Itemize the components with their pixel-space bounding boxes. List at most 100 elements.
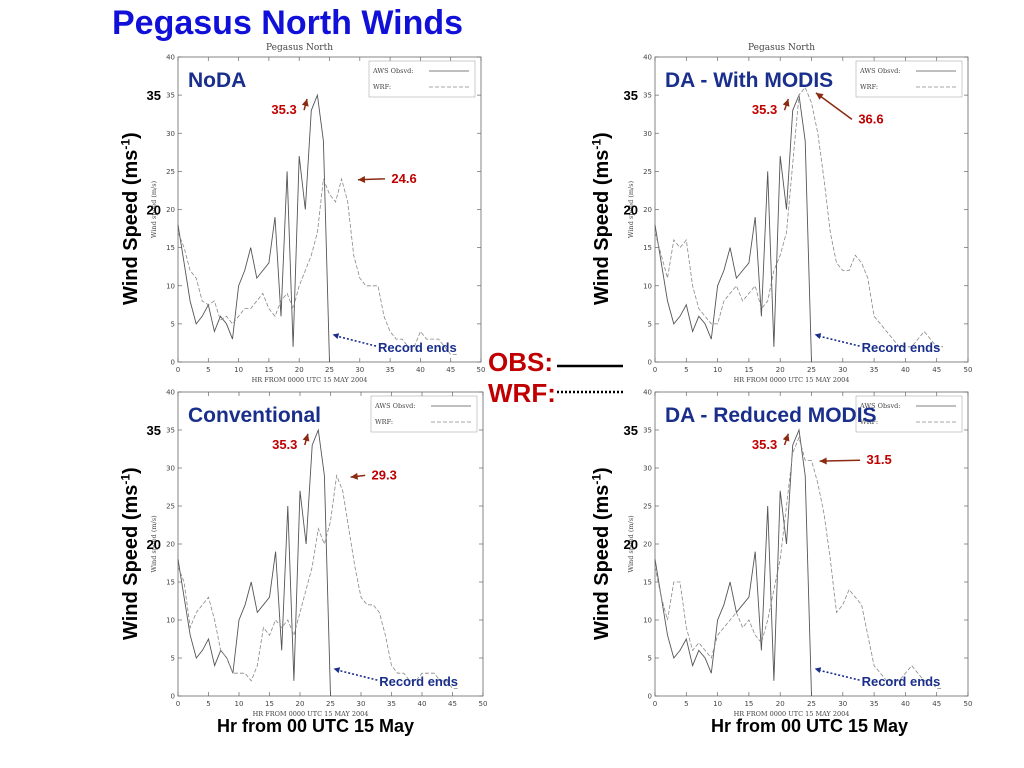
record-ends-arrow — [337, 669, 378, 681]
y-tick-label: 5 — [648, 655, 652, 663]
x-tick-label: 45 — [448, 700, 457, 708]
y-tick-label: 10 — [643, 282, 652, 290]
record-ends-label: Record ends — [862, 340, 941, 355]
record-ends-arrow — [336, 335, 377, 347]
y-tick-label: 0 — [648, 693, 652, 701]
highlight-tick-label: 20 — [147, 537, 161, 552]
record-ends-arrowhead — [814, 667, 822, 674]
plot-legend-box — [370, 395, 478, 433]
annotation-label: 31.5 — [866, 452, 891, 467]
y-tick-label: 40 — [166, 54, 175, 62]
x-axis-label: Hr from 00 UTC 15 May — [217, 716, 415, 736]
x-tick-label: 50 — [479, 700, 488, 708]
plot-legend-label: AWS Obsvd: — [859, 402, 900, 410]
x-tick-label: 20 — [776, 700, 785, 708]
x-tick-label: 5 — [684, 700, 688, 708]
x-tick-label: 25 — [807, 366, 816, 374]
annotation-arrowhead — [782, 433, 790, 442]
x-tick-label: 5 — [206, 700, 210, 708]
x-tick-label: 50 — [964, 700, 973, 708]
plot-legend-label: WRF: — [860, 83, 878, 91]
y-tick-label: 30 — [643, 130, 652, 138]
y-tick-label: 5 — [171, 655, 175, 663]
chart-panel-conventional: 0 5 10 15 20 25 30 35 40 45 50 0 5 10 15 20 25 30 35 40 HR F… — [118, 383, 508, 719]
series-line-wrf — [654, 436, 943, 689]
y-tick-label: 25 — [166, 168, 175, 176]
annotation-label: 36.6 — [858, 111, 883, 126]
x-tick-label: 0 — [653, 700, 657, 708]
y-tick-label: 20 — [166, 541, 175, 549]
annotation-arrowhead — [357, 176, 366, 184]
plot-x-axis-label: HR FROM 0000 UTC 15 MAY 2004 — [253, 710, 369, 718]
annotation-arrowhead — [782, 98, 790, 107]
legend-wrf-label: WRF: — [488, 378, 556, 408]
x-tick-label: 40 — [901, 700, 910, 708]
x-tick-label: 25 — [807, 700, 816, 708]
y-tick-label: 10 — [643, 617, 652, 625]
superscript: -1 — [118, 138, 132, 150]
y-tick-label: 15 — [166, 579, 175, 587]
annotation-label: 35.3 — [271, 102, 296, 117]
annotation-label: 29.3 — [372, 467, 397, 482]
y-axis-label: Wind Speed (ms-1) — [589, 132, 613, 305]
x-tick-label: 15 — [264, 366, 273, 374]
x-tick-label: 35 — [386, 366, 395, 374]
x-tick-label: 25 — [326, 700, 335, 708]
x-tick-label: 40 — [416, 366, 425, 374]
annotation-arrowhead — [302, 433, 310, 442]
highlight-tick-label: 35 — [147, 423, 161, 438]
x-tick-label: 5 — [684, 366, 688, 374]
record-ends-arrowhead — [333, 667, 341, 674]
annotation-arrow — [815, 92, 853, 120]
y-tick-label: 30 — [643, 465, 652, 473]
y-tick-label: 0 — [171, 693, 175, 701]
x-tick-label: 35 — [870, 366, 879, 374]
annotation-arrowhead — [819, 457, 827, 465]
plot-title: Pegasus North — [748, 43, 815, 53]
y-tick-label: 5 — [648, 320, 652, 328]
series-line-obs — [654, 93, 812, 363]
x-tick-label: 50 — [964, 366, 973, 374]
x-tick-label: 20 — [296, 700, 305, 708]
y-tick-label: 40 — [166, 389, 175, 397]
x-tick-label: 10 — [234, 366, 243, 374]
chart-svg: 0 5 10 15 20 25 30 35 40 45 50 0 5 10 15 20 25 30 35 40 HR F… — [624, 389, 973, 719]
y-tick-label: 0 — [648, 359, 652, 367]
plot-legend-label: WRF: — [860, 418, 878, 426]
plot-x-axis-label: HR FROM 0000 UTC 15 MAY 2004 — [734, 710, 850, 718]
plot-legend-label: AWS Obsvd: — [859, 67, 900, 75]
y-tick-label: 20 — [643, 541, 652, 549]
annotation-label: 35.3 — [752, 102, 777, 117]
y-tick-label: 35 — [643, 92, 652, 100]
chart-panel-noda: Pegasus North 0 5 10 15 20 25 30 35 40 45 50 0 5 10 15 2… — [118, 40, 508, 390]
y-tick-label: 15 — [643, 244, 652, 252]
y-tick-label: 25 — [643, 168, 652, 176]
y-tick-label: 30 — [166, 465, 175, 473]
x-tick-label: 30 — [355, 366, 364, 374]
plot-frame — [654, 56, 969, 363]
plot-x-axis-label: HR FROM 0000 UTC 15 MAY 2004 — [734, 376, 850, 384]
y-tick-label: 15 — [166, 244, 175, 252]
plot-frame — [654, 391, 969, 697]
record-ends-arrowhead — [814, 333, 822, 339]
highlight-tick-label: 20 — [624, 537, 638, 552]
plot-frame — [177, 391, 484, 697]
x-tick-label: 40 — [418, 700, 427, 708]
y-tick-label: 20 — [166, 206, 175, 214]
x-tick-label: 20 — [776, 366, 785, 374]
series-line-obs — [177, 428, 331, 697]
highlight-tick-label: 35 — [624, 88, 638, 103]
highlight-tick-label: 35 — [624, 423, 638, 438]
annotation-label: 35.3 — [272, 437, 297, 452]
x-tick-label: 35 — [387, 700, 396, 708]
x-tick-label: 30 — [838, 366, 847, 374]
plot-y-axis-label: Wind speed (m/s) — [150, 180, 158, 238]
y-tick-label: 25 — [166, 503, 175, 511]
plot-legend-box — [855, 395, 963, 433]
annotation-label: 35.3 — [752, 437, 777, 452]
plot-legend-label: AWS Obsvd: — [374, 402, 415, 410]
x-tick-label: 40 — [901, 366, 910, 374]
plot-legend-label: WRF: — [373, 83, 391, 91]
plot-legend-box — [368, 60, 476, 98]
plot-title: Pegasus North — [266, 43, 333, 53]
